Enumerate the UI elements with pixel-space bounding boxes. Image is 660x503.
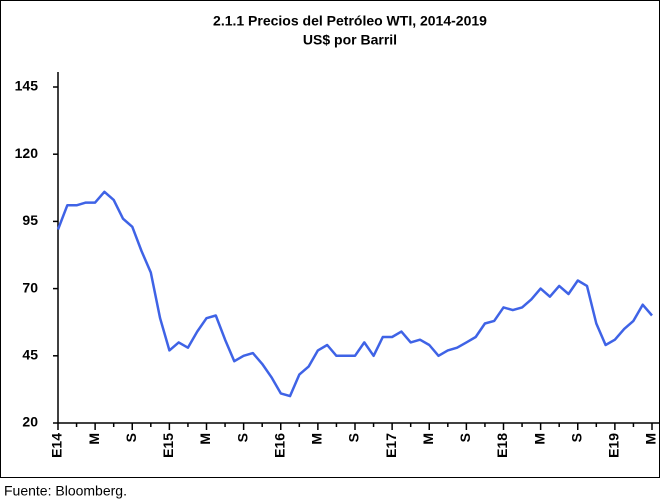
source-note: Fuente: Bloomberg.	[4, 483, 127, 499]
x-tick-label: S	[568, 433, 584, 442]
x-tick-label: E19	[606, 433, 622, 458]
x-tick-label: E16	[271, 433, 287, 458]
y-tick-label: 20	[22, 414, 38, 430]
y-tick-label: 145	[15, 78, 39, 94]
chart-subtitle: US$ por Barril	[303, 32, 397, 48]
x-tick-label: S	[123, 433, 139, 442]
y-tick-label: 70	[22, 279, 38, 295]
y-tick-label: 120	[15, 145, 39, 161]
series-line	[56, 190, 653, 398]
x-tick-label: M	[309, 433, 325, 445]
x-tick-label: S	[234, 433, 250, 442]
x-tick-label: E15	[160, 433, 176, 458]
chart-title: 2.1.1 Precios del Petróleo WTI, 2014-201…	[213, 13, 487, 29]
x-tick-label: E18	[494, 433, 510, 458]
x-tick-label: S	[457, 433, 473, 442]
x-tick-label: E14	[49, 433, 65, 458]
x-tick-label: M	[531, 433, 547, 445]
x-tick-label: S	[346, 433, 362, 442]
x-tick-label: E17	[383, 433, 399, 458]
x-tick-label: M	[420, 433, 436, 445]
y-tick-label: 95	[22, 212, 38, 228]
y-tick-label: 45	[22, 347, 38, 363]
x-tick-label: M	[197, 433, 213, 445]
x-tick-label: M	[643, 433, 659, 445]
x-tick-label: M	[86, 433, 102, 445]
chart-frame	[0, 0, 660, 478]
